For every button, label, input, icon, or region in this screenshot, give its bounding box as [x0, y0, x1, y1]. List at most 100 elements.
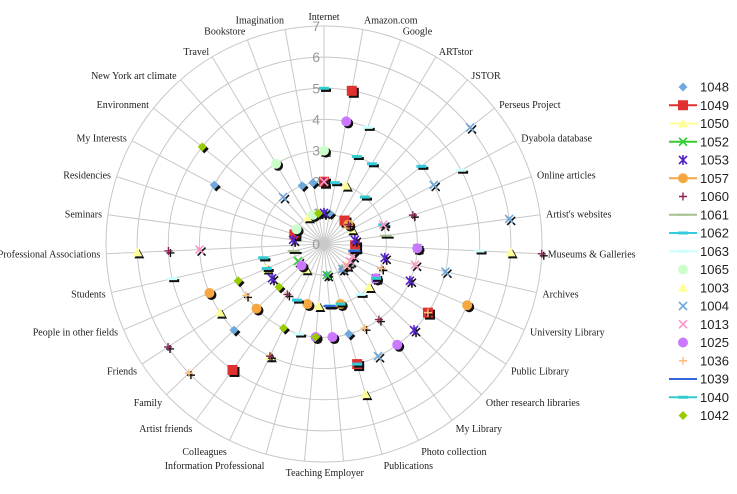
legend-label: 1065	[700, 262, 729, 277]
data-point-1040	[319, 86, 331, 92]
category-label: Photo collection	[421, 447, 486, 458]
grid-spoke	[323, 176, 532, 245]
grid-spoke	[107, 214, 325, 245]
legend-label: 1036	[700, 353, 729, 368]
category-label: Perseus Project	[499, 100, 561, 111]
data-point-1042	[311, 332, 323, 344]
category-label: Residencies	[63, 170, 111, 181]
legend-entry-1052: 1052	[669, 134, 729, 149]
tick-label: 5	[312, 80, 320, 96]
data-point-1057	[251, 303, 264, 316]
legend-label: 1061	[700, 207, 729, 222]
data-point-1061	[287, 249, 302, 254]
data-point-1060	[344, 220, 355, 231]
legend-label: 1053	[700, 153, 729, 168]
data-point-1065	[291, 224, 304, 237]
grid-spoke	[323, 243, 507, 365]
data-point-1063	[362, 125, 375, 131]
category-label: Employer	[324, 468, 364, 479]
legend-entry-1003: 1003	[678, 280, 729, 295]
data-point-1036	[377, 264, 388, 275]
category-label: Information Professional	[165, 461, 265, 472]
data-point-1004	[504, 214, 516, 226]
data-point-1052	[322, 270, 334, 282]
category-label: Seminars	[65, 209, 102, 220]
category-label: Environment	[97, 100, 149, 111]
grid-spoke	[141, 243, 325, 365]
data-point-1042	[274, 282, 286, 294]
legend-entry-1039: 1039	[669, 372, 729, 387]
category-label: Teaching	[286, 468, 323, 479]
data-point-1036	[184, 369, 195, 380]
data-point-1040	[370, 276, 383, 282]
legend-marker	[678, 301, 688, 311]
data-point-1061	[379, 234, 394, 239]
data-point-1025	[341, 116, 354, 129]
grid-spoke	[303, 243, 325, 462]
grid-spoke	[180, 79, 325, 245]
legend-marker	[678, 411, 688, 420]
data-point-1062	[261, 266, 274, 272]
data-point-1063	[355, 292, 368, 298]
legend-entry-1063: 1063	[669, 244, 729, 259]
category-label: Artist friends	[139, 424, 192, 435]
legend-label: 1052	[700, 134, 729, 149]
category-label: Museums & Galleries	[548, 250, 636, 261]
data-point-1063	[167, 277, 180, 283]
grid-spoke	[211, 56, 325, 245]
data-point-1050	[313, 301, 326, 313]
category-label: My Library	[456, 424, 502, 435]
legend-entry-1013: 1013	[678, 317, 729, 332]
legend-marker	[678, 395, 688, 399]
data-point-1025	[392, 339, 405, 352]
data-point-1060	[164, 342, 175, 353]
grid-spoke	[153, 107, 325, 245]
data-point-1060	[537, 249, 548, 260]
grid-spoke	[123, 243, 325, 331]
data-point-1013	[341, 260, 354, 273]
category-label: Archives	[542, 289, 578, 300]
grid-spoke	[323, 243, 525, 331]
legend-entry-1062: 1062	[669, 226, 729, 241]
data-point-1060	[374, 315, 385, 326]
data-point-1062	[416, 164, 429, 170]
legend-entry-1004: 1004	[678, 299, 729, 314]
category-label: Internet	[308, 12, 339, 23]
data-point-1050	[505, 247, 518, 259]
category-label: Imagination	[236, 16, 284, 27]
data-point-1039	[323, 305, 338, 310]
data-point-1063	[294, 332, 307, 338]
data-point-1025	[327, 332, 340, 345]
category-label: New York art climate	[91, 71, 177, 82]
legend-marker	[678, 155, 688, 165]
category-label: Bookstore	[204, 26, 246, 37]
legend-label: 1042	[700, 408, 729, 423]
data-point-1049	[346, 85, 359, 98]
category-label: ARTstor	[439, 47, 473, 58]
category-label: People in other fields	[33, 328, 118, 339]
data-point-1053	[350, 234, 362, 247]
category-label: University Library	[530, 328, 605, 339]
data-markers	[132, 85, 548, 401]
tick-label: 0	[312, 236, 320, 252]
data-point-1060	[164, 246, 175, 257]
data-point-1042	[313, 208, 325, 220]
grid-spoke	[284, 29, 325, 245]
grid-spoke	[106, 243, 325, 255]
data-point-1048	[308, 178, 320, 190]
grid-spoke	[195, 243, 325, 421]
legend-entry-1060: 1060	[679, 189, 729, 204]
data-point-1053	[409, 325, 421, 338]
data-point-1053	[288, 234, 300, 247]
legend-entry-1036: 1036	[679, 353, 729, 368]
category-label: Dyabola database	[521, 133, 592, 144]
data-point-1050	[340, 180, 353, 192]
grid-spoke	[323, 243, 383, 455]
data-point-1050	[364, 282, 377, 294]
data-point-1048	[297, 181, 309, 193]
grid-spoke	[111, 243, 325, 293]
legend-label: 1025	[700, 335, 729, 350]
data-point-1042	[197, 142, 209, 154]
